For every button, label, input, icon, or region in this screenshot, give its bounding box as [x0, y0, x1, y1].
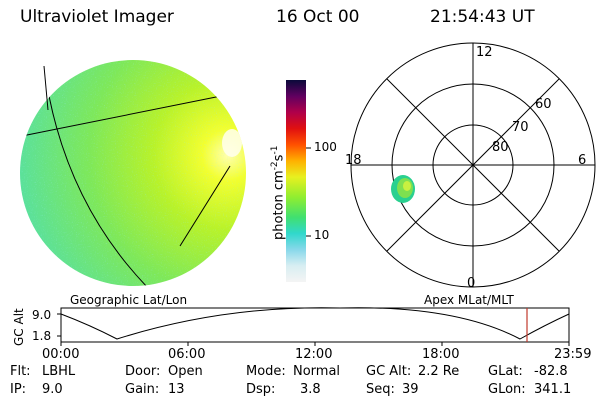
timeline-tick-0000: 00:00: [42, 347, 80, 362]
timeline-tick-2359: 23:59: [554, 347, 592, 362]
date-label: 16 Oct 00: [276, 7, 360, 27]
dsp-value: 3.8: [300, 382, 321, 397]
geographic-meridian-line: [43, 65, 151, 286]
timeline-tick-1200: 12:00: [295, 347, 333, 362]
lat-label-60: 60: [535, 97, 552, 112]
colorbar-unit-label: photon cm-2s-1: [270, 145, 287, 240]
glon-value: 341.1: [534, 382, 572, 397]
geographic-meridian-segment: [179, 165, 231, 247]
door-label: Door:: [125, 364, 161, 379]
timeline-tick-0600: 06:00: [168, 347, 206, 362]
timeline-y-high: 9.0: [32, 308, 52, 322]
flt-value: LBHL: [42, 364, 76, 379]
gc-alt-value: 2.2 Re: [418, 364, 460, 379]
lat-label-80: 80: [492, 140, 509, 155]
dsp-label: Dsp:: [246, 382, 276, 397]
ip-value: 9.0: [42, 382, 63, 397]
mlt-label-12: 12: [476, 45, 493, 60]
timeline-axis-label: GC Alt: [12, 308, 26, 346]
seq-label: Seq:: [366, 382, 395, 397]
mlt-label-0: 0: [467, 276, 476, 291]
mlt-label-18: 18: [345, 153, 362, 168]
gc-altitude-timeline: [57, 307, 570, 346]
gc-altitude-curve: [60, 307, 570, 340]
gain-value: 13: [168, 382, 185, 397]
auroral-patch: [391, 175, 415, 203]
timeline-tick-1800: 18:00: [422, 347, 460, 362]
gc-alt-label: GC Alt:: [366, 364, 412, 379]
mode-value: Normal: [293, 364, 341, 379]
earth-disc-image: [20, 60, 246, 286]
glon-label: GLon:: [488, 382, 526, 397]
timeline-title-left: Geographic Lat/Lon: [70, 293, 188, 307]
geographic-latitude-line: [21, 92, 237, 137]
polar-mlt-plot: [350, 42, 596, 288]
time-label: 21:54:43 UT: [430, 7, 535, 27]
flt-label: Flt:: [10, 364, 31, 379]
glat-label: GLat:: [488, 364, 523, 379]
lat-label-70: 70: [512, 120, 529, 135]
instrument-title: Ultraviolet Imager: [20, 7, 174, 27]
mode-label: Mode:: [246, 364, 286, 379]
ip-label: IP:: [10, 382, 27, 397]
timeline-title-right: Apex MLat/MLT: [424, 293, 514, 307]
colorbar-tick-100: 100: [314, 140, 337, 154]
mlt-label-6: 6: [578, 153, 587, 168]
seq-value: 39: [402, 382, 419, 397]
timeline-y-low: 1.8: [32, 329, 52, 343]
color-scale-bar: [286, 80, 306, 282]
glat-value: -82.8: [534, 364, 568, 379]
colorbar-tick-10: 10: [314, 228, 330, 242]
gain-label: Gain:: [125, 382, 160, 397]
door-value: Open: [168, 364, 203, 379]
